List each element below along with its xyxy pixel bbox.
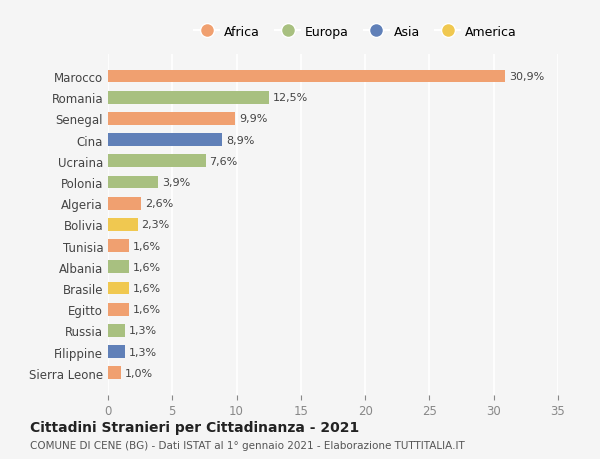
Bar — [108, 282, 128, 295]
Bar — [108, 261, 128, 274]
Text: 1,6%: 1,6% — [133, 262, 161, 272]
Text: 1,0%: 1,0% — [125, 368, 153, 378]
Text: 7,6%: 7,6% — [209, 157, 238, 167]
Legend: Africa, Europa, Asia, America: Africa, Europa, Asia, America — [189, 21, 522, 44]
Bar — [108, 92, 269, 104]
Bar — [108, 367, 121, 379]
Text: Cittadini Stranieri per Cittadinanza - 2021: Cittadini Stranieri per Cittadinanza - 2… — [30, 420, 359, 434]
Text: 1,3%: 1,3% — [128, 347, 157, 357]
Text: 1,3%: 1,3% — [128, 326, 157, 336]
Text: 1,6%: 1,6% — [133, 241, 161, 251]
Bar — [108, 176, 158, 189]
Text: 9,9%: 9,9% — [239, 114, 268, 124]
Bar — [108, 197, 142, 210]
Bar — [108, 113, 235, 125]
Text: 8,9%: 8,9% — [226, 135, 254, 146]
Bar — [108, 134, 223, 147]
Bar — [108, 155, 206, 168]
Bar — [108, 325, 125, 337]
Bar — [108, 218, 137, 231]
Text: COMUNE DI CENE (BG) - Dati ISTAT al 1° gennaio 2021 - Elaborazione TUTTITALIA.IT: COMUNE DI CENE (BG) - Dati ISTAT al 1° g… — [30, 440, 465, 450]
Text: 1,6%: 1,6% — [133, 304, 161, 314]
Bar — [108, 346, 125, 358]
Text: 30,9%: 30,9% — [509, 72, 544, 82]
Text: 1,6%: 1,6% — [133, 283, 161, 293]
Bar — [108, 303, 128, 316]
Text: 2,3%: 2,3% — [142, 220, 170, 230]
Bar — [108, 240, 128, 252]
Text: 12,5%: 12,5% — [272, 93, 308, 103]
Bar — [108, 71, 505, 83]
Text: 2,6%: 2,6% — [145, 199, 173, 209]
Text: 3,9%: 3,9% — [162, 178, 190, 188]
